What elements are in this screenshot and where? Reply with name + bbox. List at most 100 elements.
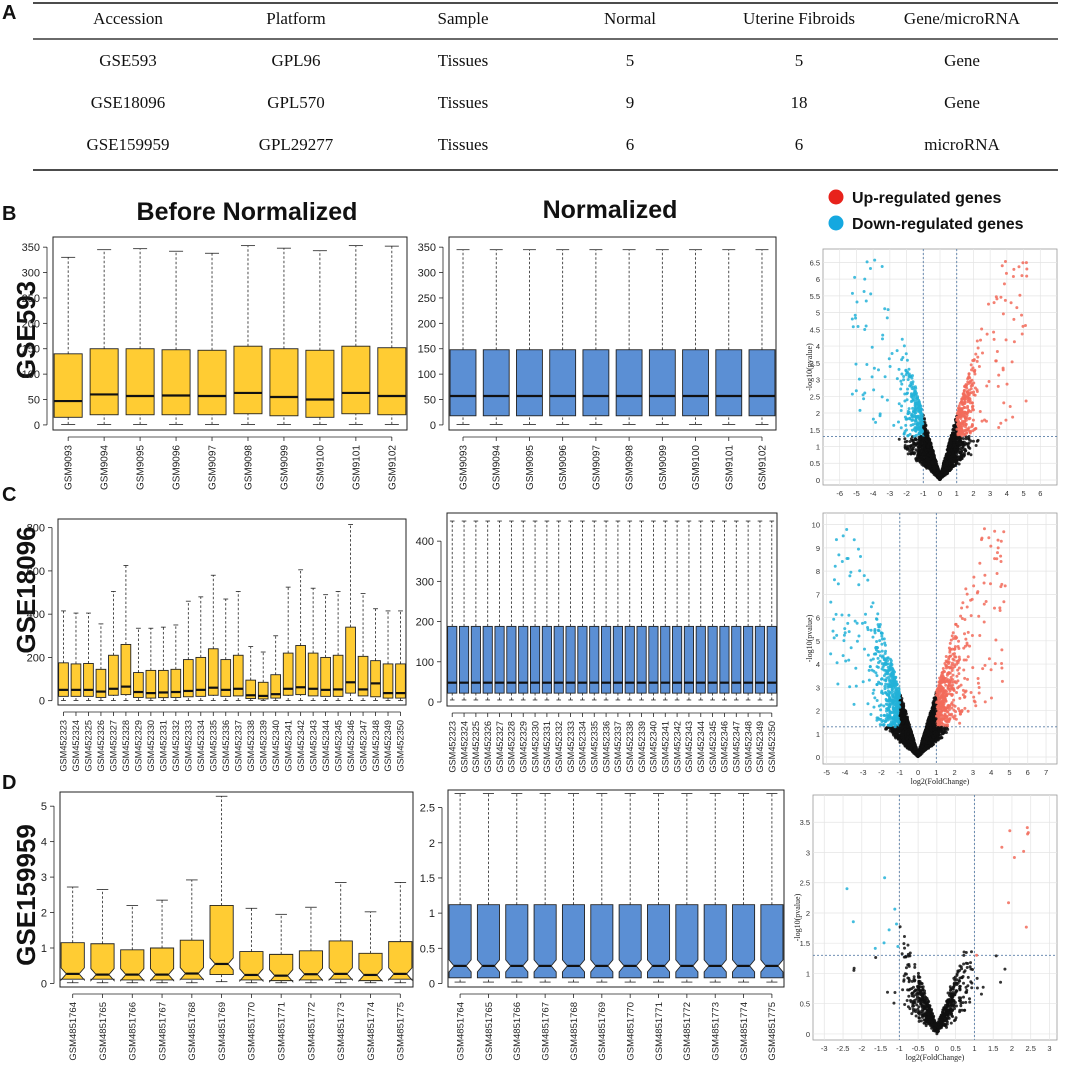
data-point (971, 439, 975, 443)
box (197, 349, 227, 416)
data-point (958, 443, 962, 447)
data-point (911, 452, 915, 456)
legend-up-label: Up-regulated genes (852, 190, 1001, 207)
y-axis-title: -log10(pvalue) (805, 343, 814, 391)
data-point (922, 444, 926, 448)
data-point (932, 465, 936, 469)
data-point (908, 432, 912, 436)
data-point (909, 400, 913, 404)
x-tick-label: GSM452328 (507, 721, 517, 773)
data-point (961, 601, 965, 605)
x-tick-label: -5 (853, 489, 860, 498)
data-point (931, 462, 935, 466)
data-point (965, 428, 969, 432)
x-tick-label: GSM9095 (136, 445, 147, 490)
data-point (987, 380, 991, 384)
data-point (918, 440, 922, 444)
y-tick-label: 50 (424, 395, 436, 407)
data-point (854, 316, 858, 320)
box (370, 660, 381, 698)
x-tick-label: GSM452341 (283, 720, 293, 772)
data-point (908, 375, 912, 379)
data-point (1017, 265, 1021, 269)
data-point (968, 379, 972, 383)
data-point (1024, 399, 1028, 403)
data-point (963, 384, 967, 388)
x-tick-label: GSM9101 (351, 445, 362, 490)
data-point (876, 656, 880, 660)
data-point (985, 332, 989, 336)
x-tick-label: GSM452324 (459, 721, 469, 773)
data-point (853, 275, 857, 279)
data-point (862, 290, 866, 294)
data-point (871, 635, 875, 639)
boxplot-gse593_after: 0 50 100 150 200 250 300 350 GSM9093 GSM9094 GSM90… (418, 236, 777, 490)
data-point (950, 449, 954, 453)
data-point (971, 418, 975, 422)
data-point (904, 373, 908, 377)
data-point (1012, 317, 1016, 321)
data-point (957, 639, 961, 643)
data-point (963, 644, 967, 648)
data-point (904, 368, 908, 372)
data-point (914, 437, 918, 441)
box (341, 345, 371, 415)
y-tick-label: 3.5 (810, 359, 820, 368)
y-tick-label: 350 (418, 242, 436, 254)
data-point (967, 441, 971, 445)
data-point (856, 324, 860, 328)
data-point (900, 382, 904, 386)
data-point (995, 349, 999, 353)
data-point (925, 458, 929, 462)
x-tick-label: GSM9098 (243, 445, 254, 490)
x-tick-label: GSM452336 (221, 720, 231, 772)
data-point (985, 384, 989, 388)
data-point (864, 299, 868, 303)
table-header-cell: Gene/microRNA (903, 9, 1021, 28)
data-point (836, 682, 840, 686)
data-point (970, 383, 974, 387)
y-tick-label: 200 (27, 652, 45, 664)
y-tick-label: 6 (816, 275, 820, 284)
data-point (932, 456, 936, 460)
table-cell: Tissues (437, 93, 489, 112)
legend-down-marker (828, 215, 844, 231)
data-point (967, 445, 971, 449)
x-tick-label: GSM9100 (315, 445, 326, 490)
data-point (953, 704, 957, 708)
data-point (952, 698, 956, 702)
y-tick-label: 300 (416, 576, 434, 588)
data-point (926, 453, 930, 457)
x-tick-label: 5 (1021, 489, 1025, 498)
data-point (866, 653, 870, 657)
data-point (905, 392, 909, 396)
data-point (996, 384, 1000, 388)
table-header-cell: Normal (604, 9, 656, 28)
data-point (922, 417, 926, 421)
x-tick-label: GSM9102 (387, 445, 398, 490)
data-point (910, 449, 914, 453)
data-point (971, 404, 975, 408)
data-point (957, 457, 961, 461)
data-point (916, 450, 920, 454)
box (53, 353, 83, 418)
data-point (916, 414, 920, 418)
y-tick-label: 2 (816, 409, 820, 418)
table-cell: 5 (625, 51, 635, 70)
x-tick-label: GSM452346 (720, 721, 730, 773)
x-tick-label: 7 (1044, 768, 1048, 777)
data-point (876, 368, 880, 372)
data-point (943, 457, 947, 461)
data-point (961, 445, 965, 449)
data-point (880, 265, 884, 269)
data-point (966, 406, 970, 410)
x-tick-label: GSM452325 (471, 721, 481, 773)
x-tick-label: GSM452342 (672, 721, 682, 773)
data-point (972, 695, 976, 699)
data-point (882, 704, 886, 708)
data-point (1002, 401, 1006, 405)
data-point (965, 394, 969, 398)
data-point (843, 627, 847, 631)
data-point (863, 328, 867, 332)
column-title-after: Normalized (543, 196, 678, 224)
